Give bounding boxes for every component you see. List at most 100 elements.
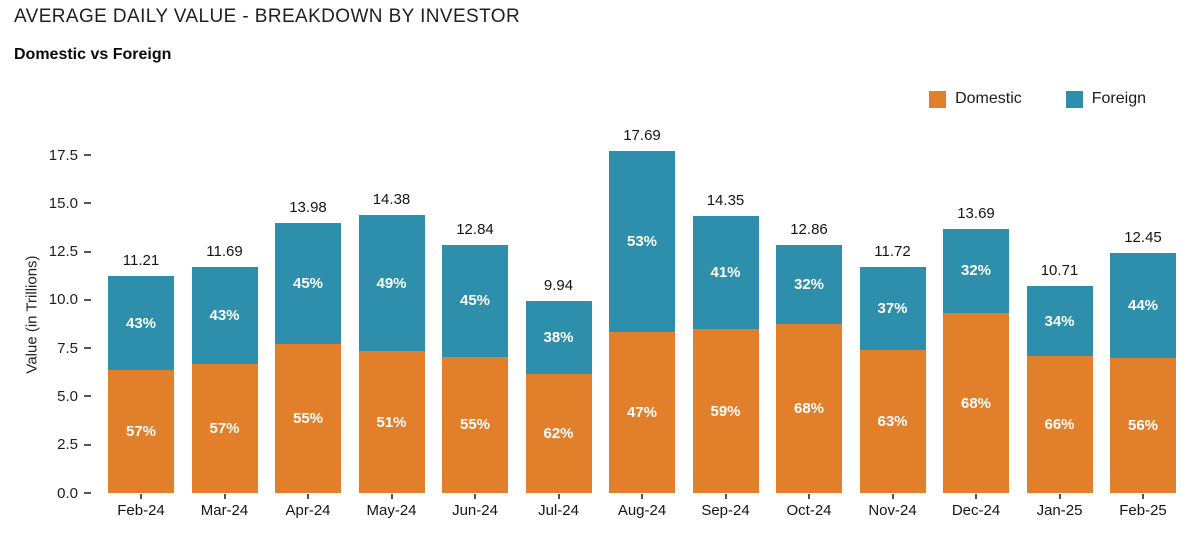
segment-foreign: 38% bbox=[525, 301, 592, 374]
segment-domestic: 57% bbox=[191, 364, 258, 493]
segment-foreign: 34% bbox=[1026, 286, 1093, 357]
x-tick-label: Apr-24 bbox=[285, 502, 331, 519]
segment-foreign: 43% bbox=[108, 276, 174, 370]
foreign-pct-label: 49% bbox=[376, 274, 407, 292]
y-tick-mark bbox=[84, 492, 91, 494]
segment-foreign: 32% bbox=[943, 228, 1009, 314]
segment-foreign: 45% bbox=[275, 222, 341, 345]
y-tick-label: 0.0 bbox=[57, 484, 78, 502]
y-tick: 17.5 bbox=[0, 145, 91, 165]
x-tick-label: Mar-24 bbox=[200, 502, 249, 519]
segment-domestic: 55% bbox=[442, 356, 508, 493]
y-tick: 7.5 bbox=[0, 338, 91, 358]
legend-item-foreign: Foreign bbox=[1065, 90, 1146, 108]
domestic-pct-label: 56% bbox=[1127, 417, 1159, 435]
segment-foreign: 45% bbox=[442, 245, 508, 357]
foreign-pct-label: 41% bbox=[710, 264, 741, 282]
y-tick-mark bbox=[84, 443, 91, 446]
x-tick-label: Oct-24 bbox=[786, 502, 832, 519]
x-tick-mark bbox=[1058, 494, 1061, 499]
domestic-pct-label: 59% bbox=[710, 402, 741, 420]
bar-total-label: 17.69 bbox=[623, 127, 661, 145]
foreign-pct-label: 32% bbox=[793, 275, 825, 293]
domestic-pct-label: 66% bbox=[1044, 416, 1075, 434]
x-tick-mark bbox=[223, 494, 226, 499]
x-tick-label: Feb-24 bbox=[117, 502, 165, 519]
domestic-swatch-icon bbox=[929, 90, 947, 108]
chart-subtitle: Domestic vs Foreign bbox=[14, 46, 172, 63]
domestic-pct-label: 63% bbox=[877, 413, 908, 431]
segment-domestic: 56% bbox=[1110, 358, 1176, 493]
segment-domestic: 47% bbox=[609, 332, 675, 493]
x-tick-mark bbox=[891, 494, 894, 499]
y-tick-label: 12.5 bbox=[48, 243, 78, 261]
segment-domestic: 55% bbox=[275, 344, 341, 493]
segment-domestic: 62% bbox=[525, 373, 592, 493]
y-tick: 0.0 bbox=[0, 483, 91, 503]
x-tick-mark bbox=[390, 494, 393, 499]
segment-foreign: 44% bbox=[1110, 252, 1176, 359]
domestic-pct-label: 57% bbox=[209, 420, 240, 438]
bar-total-label: 11.72 bbox=[874, 242, 911, 260]
x-tick-label: Dec-24 bbox=[951, 502, 1001, 519]
segment-domestic: 51% bbox=[358, 351, 425, 493]
segment-foreign: 53% bbox=[609, 151, 675, 333]
x-tick-mark bbox=[808, 494, 810, 499]
x-tick-mark bbox=[557, 494, 560, 499]
y-tick-mark bbox=[84, 395, 91, 398]
segment-foreign: 41% bbox=[692, 215, 759, 330]
segment-foreign: 49% bbox=[358, 215, 425, 352]
x-tick-mark bbox=[1142, 494, 1144, 499]
foreign-pct-label: 43% bbox=[125, 314, 157, 332]
foreign-pct-label: 45% bbox=[459, 292, 491, 310]
segment-domestic: 68% bbox=[943, 313, 1009, 493]
legend: Domestic Foreign bbox=[929, 90, 1146, 108]
foreign-pct-label: 43% bbox=[209, 307, 240, 325]
bar-total-label: 12.45 bbox=[1124, 228, 1162, 246]
legend-item-domestic: Domestic bbox=[929, 90, 1022, 108]
foreign-pct-label: 44% bbox=[1127, 296, 1159, 314]
foreign-pct-label: 53% bbox=[626, 233, 658, 251]
x-tick-label: Feb-25 bbox=[1119, 502, 1167, 519]
y-tick: 2.5 bbox=[0, 435, 91, 455]
x-tick-label: Nov-24 bbox=[868, 502, 917, 519]
x-tick-label: Jun-24 bbox=[452, 502, 498, 519]
domestic-pct-label: 55% bbox=[292, 410, 324, 428]
y-tick-label: 2.5 bbox=[57, 436, 78, 454]
x-tick-label: Sep-24 bbox=[701, 502, 750, 519]
segment-foreign: 32% bbox=[776, 244, 842, 325]
y-tick-mark bbox=[84, 250, 91, 253]
x-tick-mark bbox=[474, 494, 476, 499]
segment-foreign: 43% bbox=[191, 267, 258, 365]
foreign-pct-label: 32% bbox=[960, 262, 992, 280]
domestic-pct-label: 68% bbox=[793, 400, 825, 418]
foreign-pct-label: 38% bbox=[543, 328, 574, 346]
y-tick-mark bbox=[84, 154, 91, 156]
y-tick-label: 7.5 bbox=[57, 339, 78, 357]
domestic-pct-label: 51% bbox=[376, 413, 407, 431]
legend-label-foreign: Foreign bbox=[1091, 90, 1146, 107]
y-tick-label: 10.0 bbox=[48, 291, 78, 309]
domestic-pct-label: 47% bbox=[626, 404, 658, 422]
bar-total-label: 11.69 bbox=[206, 243, 243, 261]
bar-total-label: 13.98 bbox=[289, 198, 327, 216]
y-tick-mark bbox=[84, 202, 91, 205]
y-tick-mark bbox=[84, 298, 91, 301]
bar-total-label: 14.35 bbox=[706, 191, 745, 209]
domestic-pct-label: 55% bbox=[459, 416, 491, 434]
x-tick-mark bbox=[140, 494, 142, 499]
domestic-pct-label: 57% bbox=[125, 422, 157, 440]
x-tick-label: Aug-24 bbox=[617, 502, 667, 519]
segment-domestic: 59% bbox=[692, 329, 759, 493]
foreign-swatch-icon bbox=[1065, 90, 1083, 108]
x-tick-mark bbox=[307, 494, 309, 499]
y-tick: 12.5 bbox=[0, 242, 91, 262]
legend-label-domestic: Domestic bbox=[955, 90, 1022, 107]
y-tick: 10.0 bbox=[0, 290, 91, 310]
bar-total-label: 10.71 bbox=[1040, 262, 1079, 280]
bar-total-label: 14.38 bbox=[372, 191, 411, 209]
y-tick: 5.0 bbox=[0, 386, 91, 406]
bar-total-label: 9.94 bbox=[543, 277, 574, 295]
bar-total-label: 12.86 bbox=[790, 220, 828, 238]
